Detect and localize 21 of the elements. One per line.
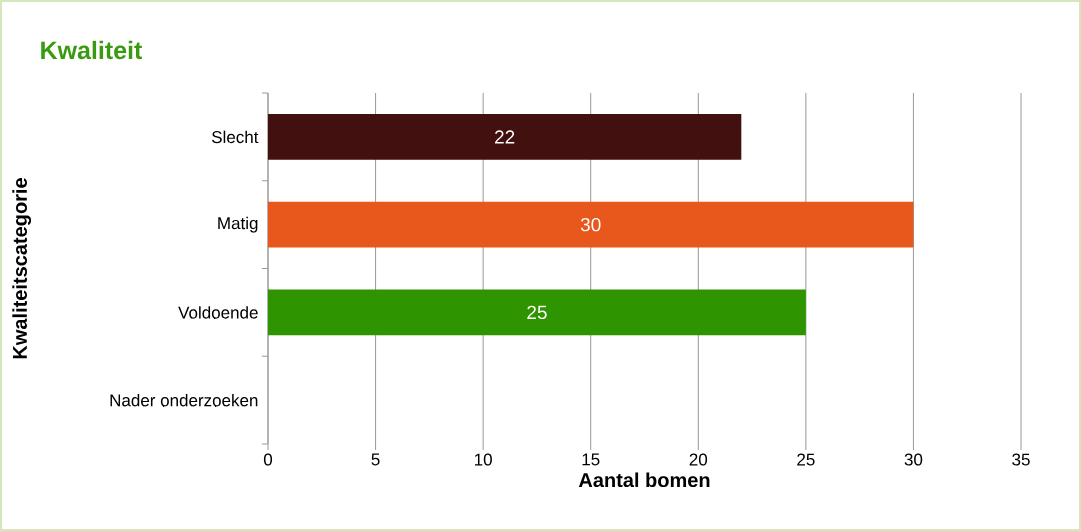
x-tick-label: 30 xyxy=(904,453,923,466)
y-tick-label: Voldoende xyxy=(178,306,258,319)
data-label: 25 xyxy=(527,305,547,320)
data-label: 22 xyxy=(495,130,515,144)
chart-title: Kwaliteit xyxy=(41,40,143,60)
x-tick-label: 15 xyxy=(582,453,600,466)
y-axis-title: Kwaliteitscategorie xyxy=(12,178,32,359)
x-tick-label: 5 xyxy=(371,453,380,466)
bar xyxy=(268,201,914,248)
x-tick-label: 20 xyxy=(689,453,708,466)
x-tick-label: 35 xyxy=(1012,453,1030,466)
y-tick-label: Matig xyxy=(218,216,258,233)
y-tick-label: Nader onderzoeken xyxy=(110,393,258,407)
y-tick-label: Slecht xyxy=(211,130,259,144)
x-tick-label: 0 xyxy=(263,453,273,466)
bar xyxy=(268,114,742,160)
x-tick-label: 25 xyxy=(797,453,815,466)
x-axis-title: Aantal bomen xyxy=(578,472,710,488)
bar xyxy=(268,289,806,336)
data-label: 30 xyxy=(580,217,601,232)
x-tick-label: 10 xyxy=(474,453,492,466)
